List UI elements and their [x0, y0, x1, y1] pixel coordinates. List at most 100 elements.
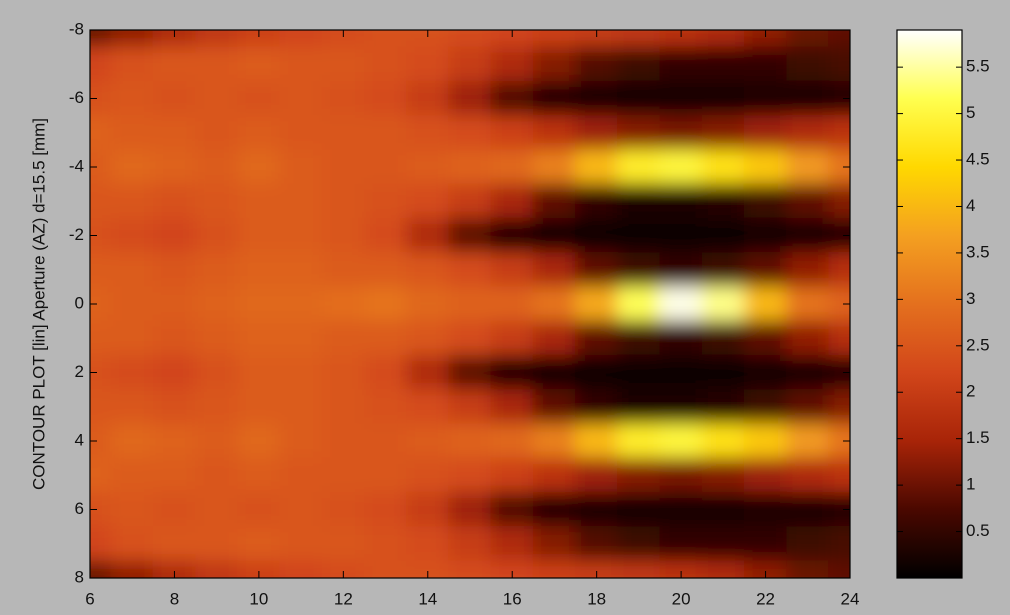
heatmap-cell [448, 115, 492, 151]
heatmap-cell [195, 183, 239, 219]
heatmap-cell [237, 80, 281, 117]
x-tick-label: 20 [672, 589, 691, 608]
heatmap-cell [659, 252, 703, 288]
heatmap-cell [279, 354, 323, 391]
heatmap-cell [90, 560, 112, 578]
heatmap-cell [195, 80, 239, 117]
heatmap-cell [90, 389, 112, 425]
heatmap-cell [279, 149, 323, 185]
heatmap-cell [110, 30, 154, 48]
heatmap-cell [659, 30, 703, 48]
heatmap-cell [617, 526, 661, 562]
heatmap-cell [659, 149, 703, 185]
x-tick-label: 24 [841, 589, 860, 608]
heatmap-cell [490, 80, 534, 117]
heatmap-cell [617, 491, 661, 528]
heatmap-cell [617, 320, 661, 356]
heatmap-cell [659, 354, 703, 391]
heatmap-cell [110, 286, 154, 322]
heatmap-cell [195, 217, 239, 254]
heatmap-cell [279, 80, 323, 117]
heatmap-cell [490, 46, 534, 82]
heatmap-cell [743, 423, 788, 459]
heatmap-cell [743, 389, 788, 425]
heatmap-cell [90, 286, 112, 322]
heatmap-cell [152, 149, 197, 185]
heatmap-cell [406, 526, 450, 562]
heatmap-cell [532, 560, 577, 578]
heatmap-cell [279, 526, 323, 562]
heatmap-cell [701, 354, 745, 391]
y-tick-label: -6 [69, 88, 84, 107]
heatmap-cell [786, 30, 830, 48]
colorbar-tick-label: 5.5 [966, 57, 990, 76]
heatmap-cell [786, 115, 830, 151]
heatmap-cell [152, 354, 197, 391]
heatmap-cell [406, 80, 450, 117]
heatmap-cell [195, 30, 239, 48]
heatmap-cell [659, 80, 703, 117]
heatmap-cell [659, 389, 703, 425]
heatmap-cell [828, 46, 850, 82]
heatmap-cell [110, 560, 154, 578]
heatmap-cell [363, 252, 408, 288]
heatmap-cell [152, 491, 197, 528]
heatmap-cell [701, 423, 745, 459]
heatmap-cell [532, 491, 577, 528]
heatmap-cell [448, 217, 492, 254]
heatmap-cell [828, 252, 850, 288]
colorbar-tick-label: 3.5 [966, 242, 990, 261]
heatmap-cell [110, 354, 154, 391]
heatmap-cell [237, 115, 281, 151]
heatmap-cell [701, 115, 745, 151]
heatmap-cell [279, 423, 323, 459]
heatmap-cell [701, 149, 745, 185]
x-tick-label: 18 [587, 589, 606, 608]
heatmap-cell [617, 389, 661, 425]
heatmap-cell [406, 423, 450, 459]
heatmap-cell [406, 183, 450, 219]
heatmap-cell [448, 320, 492, 356]
heatmap-cell [659, 491, 703, 528]
heatmap-cell [279, 30, 323, 48]
x-tick-label: 10 [249, 589, 268, 608]
colorbar-tick-label: 2 [966, 382, 975, 401]
heatmap-cell [701, 217, 745, 254]
heatmap-cell [448, 183, 492, 219]
heatmap-cell [152, 320, 197, 356]
colorbar-tick-label: 1.5 [966, 428, 990, 447]
heatmap-cell [195, 320, 239, 356]
heatmap-cell [490, 354, 534, 391]
colorbar [896, 29, 963, 579]
heatmap-cell [90, 252, 112, 288]
heatmap-cell [532, 30, 577, 48]
heatmap-cell [828, 423, 850, 459]
heatmap-cell [279, 217, 323, 254]
heatmap-cell [152, 46, 197, 82]
heatmap-cell [575, 115, 619, 151]
heatmap-cell [195, 491, 239, 528]
heatmap-cell [743, 354, 788, 391]
heatmap-cell [363, 560, 408, 578]
heatmap-cell [363, 491, 408, 528]
heatmap-cell [195, 389, 239, 425]
heatmap-cell [575, 30, 619, 48]
heatmap-cell [617, 149, 661, 185]
heatmap-cell [828, 217, 850, 254]
heatmap-cell [701, 252, 745, 288]
heatmap-cell [279, 389, 323, 425]
heatmap-cell [490, 30, 534, 48]
heatmap-cell [786, 320, 830, 356]
heatmap-cell [152, 423, 197, 459]
heatmap-cell [237, 149, 281, 185]
heatmap-cell [152, 389, 197, 425]
heatmap-cell [152, 217, 197, 254]
heatmap-cell [110, 320, 154, 356]
heatmap-cell [321, 526, 365, 562]
heatmap-cell [786, 423, 830, 459]
heatmap-cell [701, 526, 745, 562]
heatmap-cell [237, 286, 281, 322]
heatmap-cell [701, 80, 745, 117]
heatmap-cell [617, 183, 661, 219]
